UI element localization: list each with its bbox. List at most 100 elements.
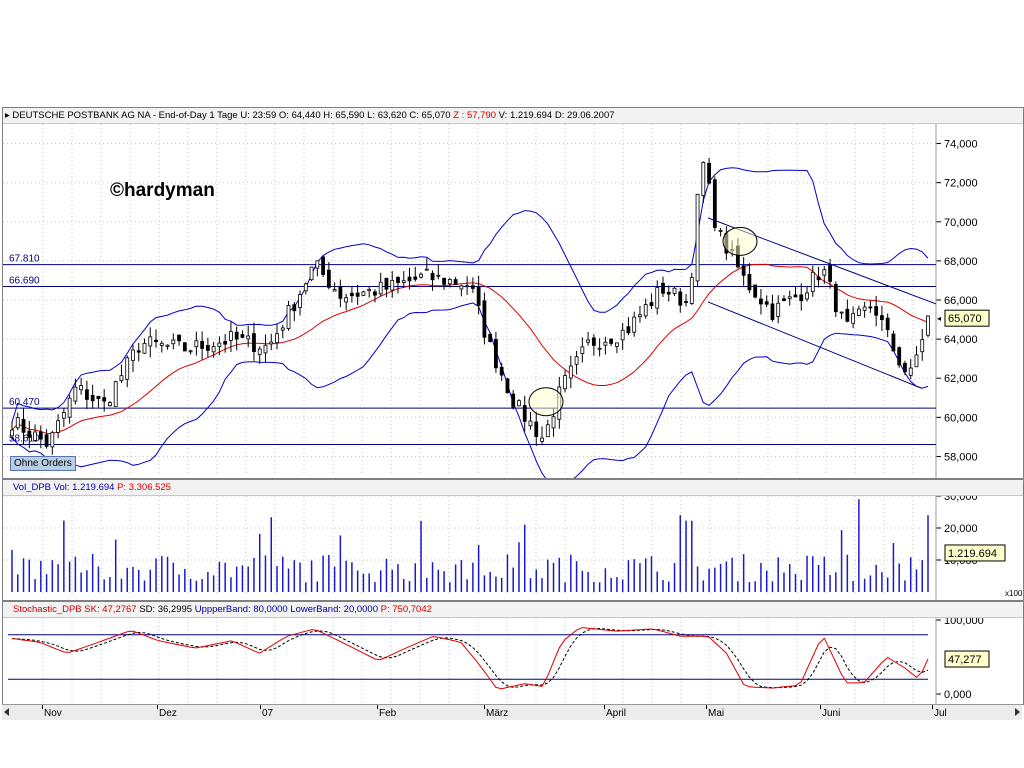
candle-body bbox=[286, 305, 291, 329]
candle-body bbox=[793, 294, 798, 298]
candle-body bbox=[73, 386, 78, 402]
candle-body bbox=[349, 292, 354, 297]
month-label-dez: Dez bbox=[159, 708, 177, 719]
y-tick-label: 66,000 bbox=[944, 295, 978, 307]
candle-body bbox=[165, 344, 170, 347]
candle-body bbox=[897, 347, 902, 366]
candle-body bbox=[424, 268, 429, 271]
candle-body bbox=[880, 315, 884, 321]
candle-body bbox=[280, 327, 285, 331]
level-label: 58.610 bbox=[9, 434, 40, 445]
ohne-orders-button[interactable]: Ohne Orders bbox=[10, 456, 76, 471]
current-volume-box bbox=[944, 544, 1006, 562]
candle-body bbox=[96, 395, 101, 400]
candle-body bbox=[499, 366, 504, 376]
candle-body bbox=[476, 286, 481, 306]
candle-body bbox=[505, 378, 510, 394]
stochastic-sk-line bbox=[11, 627, 929, 690]
stochastic-y-tick-label: 0,000 bbox=[944, 689, 972, 701]
stochastic-sd-label: SD: bbox=[139, 604, 156, 615]
c-value: 65,070 bbox=[421, 110, 451, 121]
volume-vol-value: 1.219.694 bbox=[72, 482, 115, 493]
candle-body bbox=[926, 315, 930, 336]
scroll-left-icon[interactable] bbox=[4, 708, 9, 716]
stochastic-title: Stochastic_DPB bbox=[13, 604, 82, 615]
candle-body bbox=[603, 341, 608, 346]
candle-body bbox=[50, 432, 55, 448]
candle-body bbox=[701, 161, 706, 197]
stochastic-pane: Stochastic_DPB SK: 47,2767 SD: 36,2995 U… bbox=[2, 601, 1024, 705]
candle-body bbox=[275, 333, 279, 344]
pane-triangle-icon: ▸ bbox=[5, 110, 10, 121]
candle-body bbox=[229, 331, 233, 341]
candle-body bbox=[269, 341, 274, 345]
instrument-title: DEUTSCHE POSTBANK AG NA - End-of-Day 1 T… bbox=[12, 110, 238, 121]
volume-p-value: 3.306.525 bbox=[128, 482, 171, 493]
candle-body bbox=[638, 314, 642, 318]
candle-body bbox=[672, 287, 677, 294]
candle-body bbox=[695, 194, 700, 282]
current-stochastic-box bbox=[944, 650, 990, 668]
stochastic-lower-label: LowerBand: bbox=[290, 604, 342, 615]
candle-body bbox=[810, 271, 815, 293]
y-tick-label: 58,000 bbox=[944, 451, 978, 463]
volume-multiplier: x100 bbox=[1005, 589, 1023, 598]
candle-body bbox=[540, 437, 544, 442]
stochastic-pane-header: Stochastic_DPB SK: 47,2767 SD: 36,2995 U… bbox=[3, 602, 1024, 618]
chart-window: ▸ DEUTSCHE POSTBANK AG NA - End-of-Day 1… bbox=[0, 107, 1024, 719]
scroll-right-icon[interactable] bbox=[1015, 708, 1020, 716]
candle-body bbox=[920, 339, 925, 353]
volume-pane-header: Vol_DPB Vol: 1.219.694 P: 3.306.525 –□× bbox=[3, 480, 1024, 496]
candle-body bbox=[38, 431, 43, 440]
candle-body bbox=[770, 303, 775, 320]
volume-pane: Vol_DPB Vol: 1.219.694 P: 3.306.525 –□× … bbox=[2, 479, 1024, 601]
candle-body bbox=[568, 365, 573, 379]
candle-body bbox=[707, 162, 711, 184]
candle-body bbox=[136, 350, 141, 353]
month-label-jul: Jul bbox=[934, 708, 947, 719]
candle-body bbox=[522, 405, 527, 422]
y-tick-label: 62,000 bbox=[944, 373, 978, 385]
candle-body bbox=[252, 333, 256, 353]
candle-body bbox=[396, 277, 400, 283]
c-label: C: bbox=[409, 110, 419, 121]
candle-body bbox=[661, 282, 665, 294]
candle-body bbox=[862, 306, 867, 311]
stochastic-sk-label: SK: bbox=[84, 604, 100, 615]
volume-y-tick-label: 20,000 bbox=[944, 523, 978, 535]
bollinger-lower-line bbox=[11, 302, 929, 478]
d-value: 29.06.2007 bbox=[566, 110, 615, 121]
z-value: 57,790 bbox=[466, 110, 497, 121]
l-value: 63,620 bbox=[377, 110, 407, 121]
candle-body bbox=[159, 342, 164, 346]
candle-body bbox=[545, 424, 550, 438]
volume-title: Vol_DPB bbox=[13, 482, 52, 493]
candle-body bbox=[407, 276, 412, 282]
candle-body bbox=[321, 256, 325, 275]
y-tick-label: 68,000 bbox=[944, 256, 978, 268]
stochastic-upper-value: 80,0000 bbox=[253, 604, 288, 615]
price-chart-svg: 58,000 60,000 62,000 64,000 66,000 68,000 70,0… bbox=[3, 124, 990, 478]
candle-body bbox=[868, 306, 873, 309]
candle-body bbox=[517, 400, 521, 407]
candle-body bbox=[563, 375, 567, 390]
candle-body bbox=[355, 292, 360, 297]
candle-body bbox=[10, 429, 14, 437]
candle-body bbox=[649, 302, 654, 307]
candle-body bbox=[615, 342, 619, 347]
candle-body bbox=[338, 286, 343, 299]
v-label: V: bbox=[498, 110, 508, 121]
candle-body bbox=[246, 335, 251, 340]
candle-body bbox=[839, 311, 844, 314]
month-label-07: 07 bbox=[262, 708, 274, 719]
time-axis[interactable]: Nov Dez 07 Feb März April Mai Juni Jul bbox=[2, 704, 1022, 720]
candle-body bbox=[482, 300, 487, 338]
candle-body bbox=[125, 357, 130, 380]
candle-body bbox=[344, 297, 349, 303]
candle-body bbox=[21, 418, 26, 433]
candle-body bbox=[90, 394, 95, 402]
candle-body bbox=[61, 412, 66, 419]
month-label-mai: Mai bbox=[708, 708, 725, 719]
candle-body bbox=[632, 316, 637, 333]
trendline-lower bbox=[707, 301, 922, 389]
